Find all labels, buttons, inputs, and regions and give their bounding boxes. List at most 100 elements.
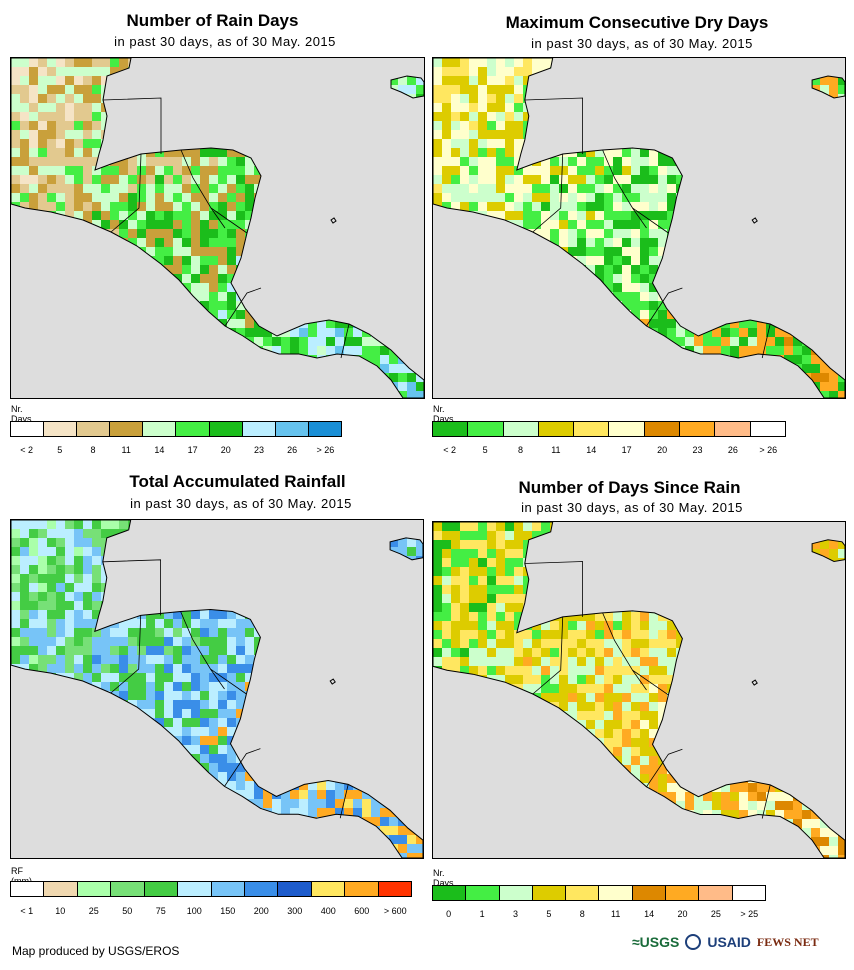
legend-tick-label: 300 (287, 906, 303, 916)
legend-swatch (345, 882, 379, 896)
legend-tick-label: > 25 (740, 909, 759, 919)
country-border (339, 784, 349, 819)
country-border (210, 668, 247, 695)
legend-tick-label: < 2 (20, 445, 33, 455)
legend-tick-label: 11 (611, 909, 621, 919)
legend-tick-label: 5 (482, 445, 488, 455)
map-since-rain[interactable] (432, 521, 846, 859)
legend-tick-label: > 26 (316, 445, 335, 455)
legend-ticks: 0 1 3 5 8 11 14 20 25 > 25 (432, 909, 766, 921)
legend-swatch (308, 422, 341, 436)
coastline (433, 58, 845, 398)
coastline (329, 678, 336, 685)
country-border (646, 287, 683, 327)
legend-tick-label: 14 (154, 445, 165, 455)
credit-text: Map produced by USGS/EROS (12, 944, 180, 958)
legend-tick-label: 5 (546, 909, 552, 919)
legend-swatch (11, 882, 45, 896)
country-border (224, 748, 261, 787)
legend-swatch (77, 882, 112, 896)
coastline (330, 217, 337, 224)
legend-swatch (77, 422, 111, 436)
panel-subtitle: in past 30 days, as of 30 May. 2015 (114, 34, 336, 49)
legend-swatch (468, 422, 504, 436)
legend-tick-label: 8 (517, 445, 524, 455)
map-rainfall[interactable] (10, 519, 424, 859)
legend-tick-label: 150 (220, 906, 236, 916)
map-dry-days[interactable] (432, 57, 846, 399)
legend-tick-label: 25 (710, 909, 721, 919)
legend-swatch (144, 882, 179, 896)
usaid-logo: USAID (707, 934, 751, 950)
legend-swatch (532, 886, 567, 900)
legend-swatch (110, 422, 144, 436)
legend-tick-label: 8 (90, 445, 96, 455)
country-border (761, 784, 771, 819)
legend-tick-label: 20 (657, 445, 668, 455)
legend-swatch (44, 882, 78, 896)
legend-tick-label: 100 (186, 906, 202, 916)
legend-tick-label: 23 (253, 445, 265, 455)
legend-bar (10, 421, 342, 437)
legend-tick-label: 11 (121, 445, 131, 455)
coastline (389, 537, 423, 561)
legend-tick-label: 5 (57, 445, 63, 455)
legend-bar (10, 881, 412, 897)
country-border (102, 559, 162, 616)
legend-tick-label: < 1 (20, 906, 34, 916)
coastline (11, 58, 424, 398)
legend-tick-label: > 600 (383, 906, 407, 916)
legend-unit: Nr. Days (433, 404, 454, 424)
map-graphic (11, 58, 424, 398)
legend-swatch (680, 422, 716, 436)
legend-swatch (211, 882, 245, 896)
country-border (210, 207, 248, 234)
legend-swatch (499, 886, 533, 900)
legend-bar (432, 885, 766, 901)
coastline (433, 522, 845, 858)
country-border (524, 561, 584, 617)
legend-swatch (242, 422, 276, 436)
legend-swatch (503, 422, 539, 436)
country-border (180, 149, 226, 229)
coastline (11, 520, 423, 858)
legend-tick-label: 14 (586, 445, 597, 455)
legend-tick-label: > 26 (759, 445, 778, 455)
legend-swatch (599, 886, 633, 900)
legend-ticks: < 2 5 8 11 14 17 20 23 26 > 26 (432, 445, 786, 457)
panel-title: Number of Rain Days (126, 11, 299, 30)
legend-tick-label: 75 (155, 906, 166, 916)
country-border (602, 149, 647, 229)
legend-swatch (632, 886, 667, 900)
coastline (811, 539, 845, 563)
legend-swatch (244, 882, 279, 896)
legend-ticks: < 2 5 8 11 14 17 20 23 26 > 26 (10, 445, 342, 457)
legend-swatch (732, 886, 765, 900)
country-border (102, 97, 162, 154)
legend-swatch (433, 886, 467, 900)
land-pixels (11, 58, 424, 398)
legend-tick-label: 14 (644, 909, 655, 919)
map-graphic (11, 520, 423, 858)
panel-title: Total Accumulated Rainfall (129, 472, 346, 491)
coastline (751, 217, 758, 224)
legend-swatch (538, 422, 575, 436)
legend-swatch (111, 882, 145, 896)
legend-tick-label: 20 (677, 909, 688, 919)
legend-swatch (176, 422, 210, 436)
legend-tick-label: 26 (287, 445, 298, 455)
legend-tick-label: 400 (320, 906, 336, 916)
legend-swatch (466, 886, 500, 900)
legend-swatch (715, 422, 751, 436)
map-rain-days[interactable] (10, 57, 425, 399)
legend-tick-label: 0 (446, 909, 452, 919)
legend-swatch (275, 422, 309, 436)
legend-swatch (278, 882, 312, 896)
legend-swatch (750, 422, 785, 436)
legend-tick-label: 26 (727, 445, 738, 455)
legend-swatch (178, 882, 212, 896)
legend-swatch (644, 422, 681, 436)
legend-tick-label: 600 (354, 906, 370, 916)
legend-swatch (311, 882, 346, 896)
legend-swatch (699, 886, 733, 900)
